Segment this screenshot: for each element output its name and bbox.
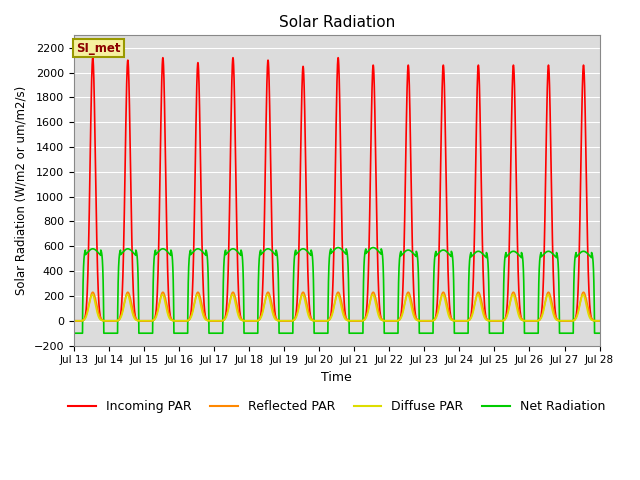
Incoming PAR	[500, 318, 508, 324]
Net Radiation	[596, 330, 604, 336]
Net Radiation	[97, 249, 105, 254]
Reflected PAR	[89, 289, 97, 295]
X-axis label: Time: Time	[321, 371, 352, 384]
Incoming PAR	[70, 318, 77, 324]
Diffuse PAR	[479, 311, 487, 317]
Net Radiation	[334, 245, 342, 251]
Incoming PAR	[97, 316, 105, 322]
Diffuse PAR	[465, 317, 473, 323]
Incoming PAR	[406, 87, 413, 93]
Diffuse PAR	[88, 292, 96, 298]
Net Radiation	[465, 271, 473, 276]
Legend: Incoming PAR, Reflected PAR, Diffuse PAR, Net Radiation: Incoming PAR, Reflected PAR, Diffuse PAR…	[63, 396, 610, 418]
Reflected PAR	[70, 318, 77, 324]
Y-axis label: Solar Radiation (W/m2 or um/m2/s): Solar Radiation (W/m2 or um/m2/s)	[15, 86, 28, 295]
Title: Solar Radiation: Solar Radiation	[278, 15, 395, 30]
Diffuse PAR	[406, 295, 413, 301]
Diffuse PAR	[97, 317, 105, 323]
Diffuse PAR	[492, 318, 500, 324]
Line: Reflected PAR: Reflected PAR	[74, 292, 600, 321]
Diffuse PAR	[596, 318, 604, 324]
Reflected PAR	[500, 317, 508, 323]
Net Radiation	[492, 330, 500, 336]
Incoming PAR	[596, 318, 604, 324]
Reflected PAR	[596, 318, 604, 324]
Net Radiation	[406, 247, 413, 253]
Incoming PAR	[89, 55, 97, 60]
Line: Net Radiation: Net Radiation	[74, 248, 600, 333]
Text: SI_met: SI_met	[76, 42, 121, 55]
Reflected PAR	[479, 306, 487, 312]
Line: Incoming PAR: Incoming PAR	[74, 58, 600, 321]
Reflected PAR	[97, 316, 105, 322]
Net Radiation	[70, 330, 77, 336]
Diffuse PAR	[70, 318, 77, 324]
Line: Diffuse PAR: Diffuse PAR	[74, 295, 600, 321]
Net Radiation	[500, 290, 508, 296]
Reflected PAR	[465, 317, 473, 323]
Incoming PAR	[492, 318, 500, 324]
Incoming PAR	[479, 272, 487, 277]
Reflected PAR	[492, 318, 500, 324]
Incoming PAR	[465, 317, 473, 323]
Reflected PAR	[406, 291, 413, 297]
Diffuse PAR	[500, 318, 508, 324]
Net Radiation	[479, 252, 487, 257]
